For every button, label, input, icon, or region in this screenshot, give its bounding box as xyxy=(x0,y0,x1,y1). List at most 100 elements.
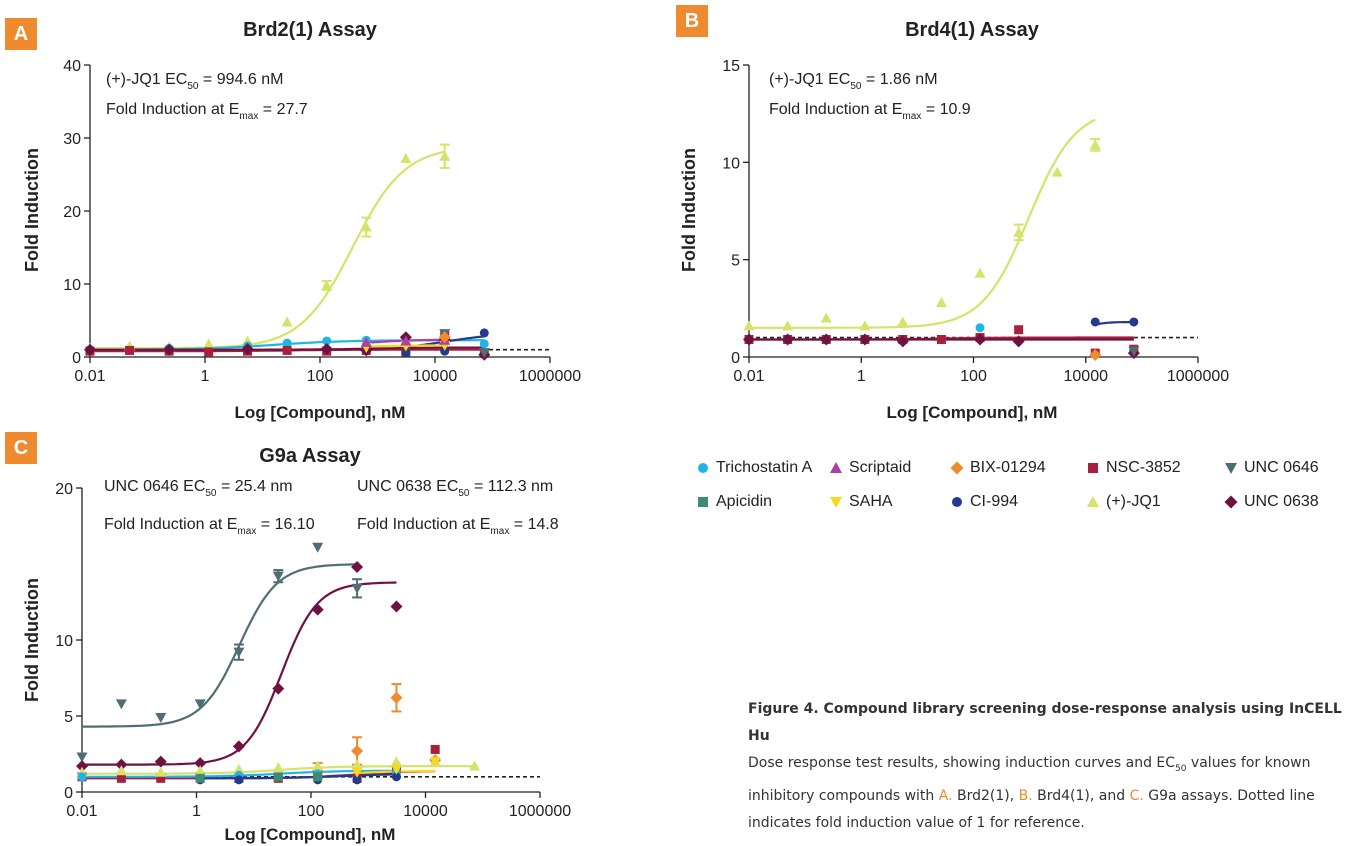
data-point xyxy=(820,333,833,346)
data-point xyxy=(272,682,285,695)
data-point xyxy=(241,342,254,355)
data-point xyxy=(282,338,292,348)
y-tick-label: 10 xyxy=(55,633,73,650)
data-point xyxy=(390,691,403,704)
data-point xyxy=(76,752,88,763)
annotation: Fold Induction at Emax = 27.7 xyxy=(106,101,308,122)
legend-marker-shape xyxy=(950,461,964,475)
data-point xyxy=(311,603,324,616)
y-tick-label: 40 xyxy=(63,58,81,75)
caption-title: Figure 4. Compound library screening dos… xyxy=(748,701,1342,744)
y-tick-label: 0 xyxy=(731,350,740,367)
data-point xyxy=(163,343,176,356)
y-tick-label: 30 xyxy=(63,131,81,148)
legend-marker xyxy=(952,497,962,507)
data-point xyxy=(155,766,167,777)
y-axis-label: Fold Induction xyxy=(22,148,42,272)
data-point xyxy=(76,760,88,773)
data-point xyxy=(1014,325,1024,335)
legend-item: UNC 0638 xyxy=(1224,492,1319,512)
y-tick-label: 10 xyxy=(722,155,740,172)
x-axis-label: Log [Compound], nM xyxy=(235,403,406,422)
legend-marker xyxy=(1224,495,1238,509)
legend-label: UNC 0638 xyxy=(1244,493,1319,510)
data-point xyxy=(360,221,372,232)
legend-item: BIX-01294 xyxy=(950,458,1046,478)
x-tick-label: 10000 xyxy=(413,368,458,385)
data-point xyxy=(935,296,947,307)
curve--jq1 xyxy=(749,118,1096,329)
legend-marker-shape xyxy=(830,497,842,508)
data-point xyxy=(974,267,986,278)
legend-marker xyxy=(698,463,708,473)
caption-line-2: inhibitory compounds with A. Brd2(1), B.… xyxy=(748,783,1367,810)
annotation: (+)-JQ1 EC50 = 1.86 nM xyxy=(769,71,938,92)
data-point xyxy=(233,647,245,658)
data-point xyxy=(743,320,755,331)
data-point xyxy=(272,571,284,582)
data-point xyxy=(479,328,489,338)
data-point xyxy=(782,320,794,331)
legend-item: SAHA xyxy=(829,492,893,512)
chart-title: Brd4(1) Assay xyxy=(905,19,1040,41)
legend: Trichostatin A Scriptaid BIX-01294 NSC-3… xyxy=(696,458,1366,528)
chart-panel-a: 0 10 20 30 40 0.01 1 100 10000 1000000 Brd2(1) Ass… xyxy=(22,19,581,422)
data-point xyxy=(351,767,363,778)
data-point xyxy=(313,772,323,782)
data-point xyxy=(351,583,363,594)
data-point xyxy=(115,765,127,776)
data-point xyxy=(858,333,871,346)
panel-c-badge: C xyxy=(5,432,37,464)
legend-marker-shape xyxy=(1088,463,1098,473)
curve-ci-994 xyxy=(200,773,397,780)
legend-label: CI-994 xyxy=(970,493,1019,510)
data-point xyxy=(203,338,215,349)
data-point xyxy=(232,740,245,753)
legend-item: Scriptaid xyxy=(829,458,911,478)
y-tick-label: 0 xyxy=(72,350,81,367)
caption-text: Brd4(1), and xyxy=(1032,787,1130,804)
caption-line-3: indicates fold induction value of 1 for … xyxy=(748,814,1085,831)
chart-title: Brd2(1) Assay xyxy=(243,19,378,41)
data-point xyxy=(322,336,332,346)
x-tick-label: 10000 xyxy=(1064,368,1109,385)
legend-item: Trichostatin A xyxy=(696,458,812,478)
panel-b-badge: B xyxy=(676,5,708,37)
data-point xyxy=(1012,335,1025,348)
x-axis-label: Log [Compound], nM xyxy=(887,403,1058,422)
legend-marker-shape xyxy=(698,463,708,473)
data-point xyxy=(1089,139,1101,150)
data-point xyxy=(282,345,292,355)
data-point xyxy=(1128,346,1140,357)
data-point xyxy=(116,773,126,783)
data-point xyxy=(351,744,364,757)
caption-ref-c: C. xyxy=(1129,787,1144,804)
x-tick-label: 10000 xyxy=(403,803,448,820)
legend-marker-shape xyxy=(698,497,708,507)
data-point xyxy=(321,279,333,290)
data-point xyxy=(390,600,403,613)
annotation: Fold Induction at Emax = 10.9 xyxy=(769,101,971,122)
data-point xyxy=(352,775,362,785)
data-point xyxy=(77,772,87,782)
data-point xyxy=(1013,226,1025,237)
legend-label: Scriptaid xyxy=(849,459,912,476)
data-point xyxy=(312,542,324,553)
data-point xyxy=(897,316,909,327)
legend-marker-shape xyxy=(830,462,842,473)
y-axis-label: Fold Induction xyxy=(22,578,42,702)
x-tick-label: 1000000 xyxy=(1167,368,1229,385)
data-point xyxy=(430,744,440,754)
y-tick-label: 5 xyxy=(64,709,73,726)
caption-text: G9a assays. Dotted line xyxy=(1143,787,1315,804)
legend-marker-shape xyxy=(952,497,962,507)
legend-item: Apicidin xyxy=(696,492,772,512)
data-point xyxy=(233,763,245,774)
legend-label: SAHA xyxy=(849,493,893,510)
y-tick-label: 0 xyxy=(64,785,73,802)
data-point xyxy=(438,331,451,344)
y-tick-label: 5 xyxy=(731,253,740,270)
data-point xyxy=(936,334,946,344)
data-point xyxy=(194,699,206,710)
x-tick-label: 1000000 xyxy=(519,368,581,385)
